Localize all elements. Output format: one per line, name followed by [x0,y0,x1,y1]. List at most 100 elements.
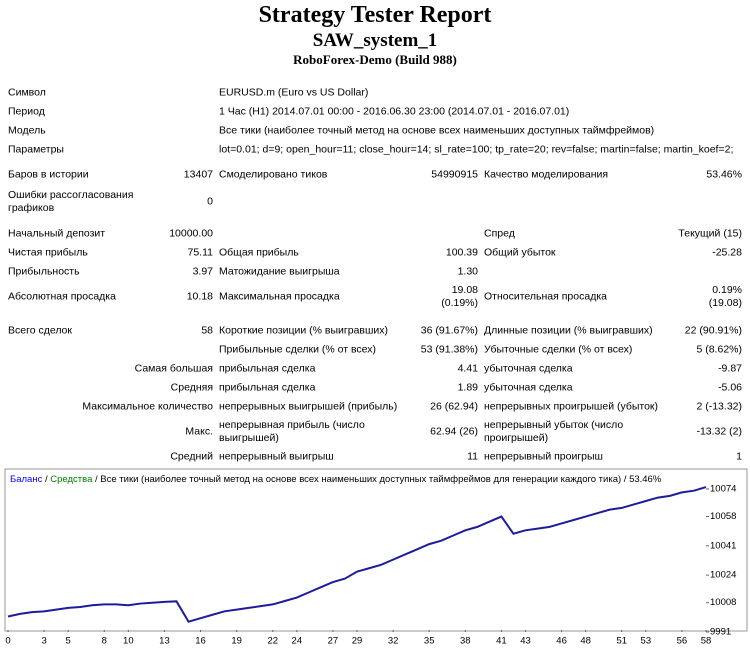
legend-item: Баланс [10,474,43,485]
field-label: Макс. [185,425,213,438]
x-tick-label: 46 [556,636,567,647]
x-tick-label: 51 [616,636,627,647]
x-tick-label: 35 [424,636,435,647]
field-label: Ошибки рассогласования графиков [8,189,134,214]
field-value: -13.32 (2) [696,425,742,438]
x-tick-label: 41 [496,636,507,647]
x-tick-label: 24 [292,636,303,647]
field-value: 19.08 (0.19%) [441,284,478,309]
field-value: 22 (90.91%) [684,324,742,337]
field-value: 54990915 [431,168,478,181]
field-label: Начальный депозит [8,227,106,240]
legend: Баланс / Средства / Все тики (наиболее т… [10,474,662,485]
field-value: -25.28 [712,246,742,259]
y-tick-label: 10024 [710,570,736,581]
field-value: -5.06 [718,381,742,394]
field-value: 0.19% (19.08) [708,284,742,309]
field-label: убыточная сделка [484,362,573,375]
field-value: 13407 [183,168,213,181]
field-label: Максимальное количество [82,400,213,413]
field-value: 10.18 [186,290,213,303]
x-tick-label: 22 [267,636,278,647]
field-value: -9.87 [718,362,742,375]
field-label: Самая большая [134,362,213,375]
field-value: 58 [201,324,213,337]
field-value: 53 (91.38%) [420,343,478,356]
field-value: 11 [467,450,478,463]
x-tick-label: 0 [5,636,10,647]
x-tick-label: 8 [102,636,107,647]
field-label: Средний [170,450,213,463]
field-value: 53.46% [706,168,742,181]
field-label: Убыточные сделки (% от всех) [484,343,633,356]
field-value: 2 (-13.32) [696,400,742,413]
balance-line [7,486,707,623]
x-tick-label: 43 [520,636,531,647]
field-value: 36 (91.67%) [420,324,478,337]
y-tick-label: 10074 [710,483,736,494]
report-subtitle: SAW_system_1 [312,30,438,51]
field-label: Спред [484,227,515,240]
field-label: Чистая прибыль [8,246,88,259]
field-label: Символ [8,86,46,99]
x-tick-label: 29 [352,636,363,647]
x-tick-label: 10 [123,636,134,647]
field-label: Матожидание выигрыша [219,265,340,278]
field-label: Период [8,105,45,118]
x-tick-label: 56 [677,636,688,647]
field-label: Общий убыток [484,246,556,259]
legend-item: / Все тики (наиболее точный метод на осн… [92,474,661,485]
field-label: Относительная просадка [484,290,607,303]
field-label: непрерывных проигрышей (убыток) [484,400,659,413]
field-label: Абсолютная просадка [8,290,116,303]
x-tick-label: 58 [701,636,712,647]
field-label: Качество моделирования [484,168,609,181]
x-tick-label: 53 [641,636,652,647]
field-label: непрерывный убыток (число проигрышей) [484,419,624,444]
y-tick-label: 10008 [710,597,736,608]
report-title: Strategy Tester Report [258,2,492,28]
y-tick-label: 9991 [710,627,731,638]
field-value: 26 (62.94) [430,400,478,413]
legend-item: / [42,474,50,485]
field-value: 4.41 [457,362,478,375]
server: RoboForex-Demo (Build 988) [293,52,457,67]
field-value: 1.89 [457,381,478,394]
field-value: 3.97 [192,265,213,278]
field-label: Смоделировано тиков [219,168,328,181]
x-tick-label: 13 [159,636,170,647]
field-value: 1 [736,450,742,463]
field-label: прибыльная сделка [219,381,316,394]
field-label: убыточная сделка [484,381,573,394]
legend-item: Средства [50,474,93,485]
field-label: Длинные позиции (% выигравших) [484,324,653,337]
field-label: непрерывная прибыль (число выигрышей) [219,419,365,444]
x-tick-label: 38 [460,636,471,647]
field-value: 1.30 [457,265,478,278]
field-label: Короткие позиции (% выигравших) [219,324,389,337]
x-tick-label: 48 [580,636,591,647]
field-value: lot=0.01; d=9; open_hour=11; close_hour=… [219,143,734,156]
x-tick-label: 3 [41,636,46,647]
x-tick-label: 27 [328,636,339,647]
x-tick-label: 32 [388,636,399,647]
field-value: 0 [207,195,213,208]
field-label: непрерывных выигрышей (прибыль) [219,400,398,413]
field-value: EURUSD.m (Euro vs US Dollar) [219,86,369,99]
chart-frame [4,468,748,632]
field-value: 62.94 (26) [430,425,478,438]
field-label: Максимальная просадка [219,290,340,303]
field-value: 1 Час (H1) 2014.07.01 00:00 - 2016.06.30… [219,105,570,118]
field-label: Средняя [170,381,213,394]
field-value: Все тики (наиболее точный метод на основ… [219,124,655,137]
field-label: Общая прибыль [219,246,299,259]
field-label: Параметры [8,143,64,156]
field-label: непрерывный выигрыш [219,450,334,463]
field-label: Баров в истории [8,168,89,181]
field-label: Прибыльные сделки (% от всех) [219,343,377,356]
field-value: 5 (8.62%) [696,343,742,356]
field-value: 100.39 [445,246,478,259]
field-value: 75.11 [187,246,214,259]
